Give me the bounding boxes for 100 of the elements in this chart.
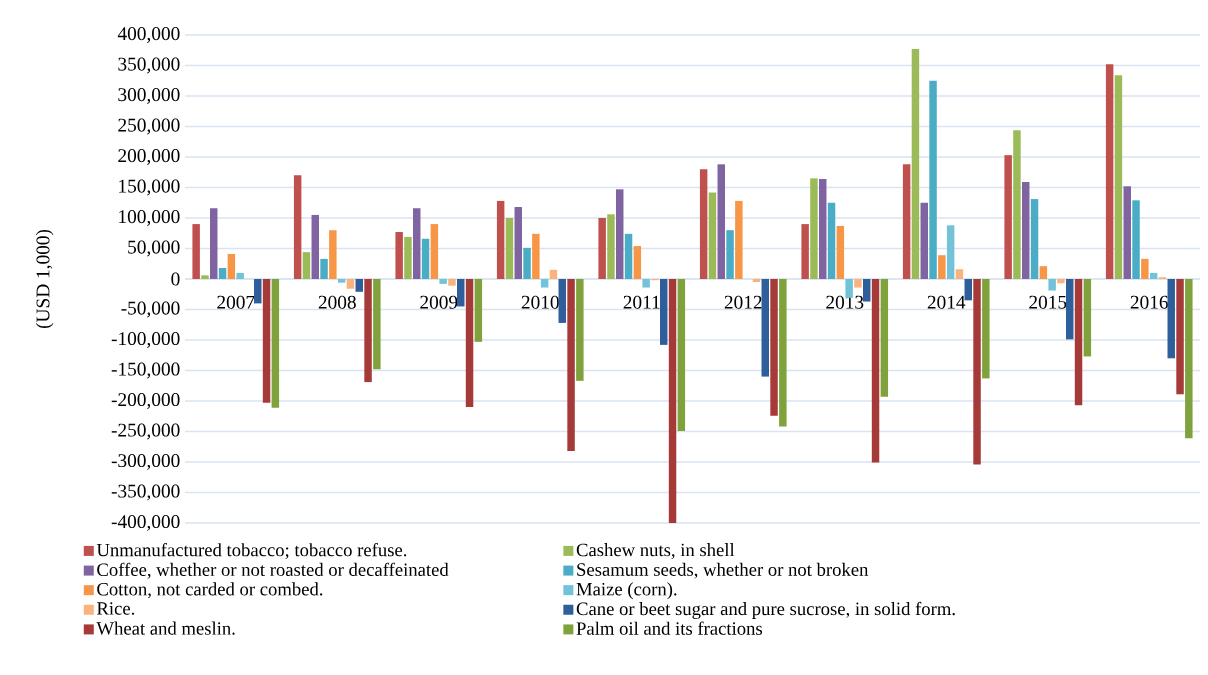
x-tick-label: 2013 <box>826 295 864 309</box>
bar <box>1066 279 1074 340</box>
y-tick-label: -300,000 <box>111 454 180 470</box>
x-tick-label: 2016 <box>1130 295 1168 309</box>
bar <box>474 279 483 342</box>
bar <box>1083 279 1092 357</box>
bar <box>624 233 633 279</box>
bar <box>1167 279 1175 359</box>
bar <box>836 225 845 279</box>
bar <box>210 208 218 279</box>
x-tick-label: 2014 <box>927 295 966 309</box>
bar <box>708 192 717 279</box>
bar <box>329 230 337 279</box>
bar <box>262 279 271 403</box>
bar <box>364 279 372 383</box>
y-tick-label: 350,000 <box>118 57 180 74</box>
bar <box>752 279 761 283</box>
bar <box>1048 279 1056 291</box>
bar <box>1105 64 1114 279</box>
bar <box>607 214 615 279</box>
bar <box>1074 279 1083 406</box>
bar <box>558 279 566 323</box>
bar <box>430 224 439 279</box>
bar <box>761 279 769 377</box>
bar <box>1013 130 1021 279</box>
bar <box>448 279 456 286</box>
bar <box>439 279 447 284</box>
bar <box>973 279 981 465</box>
bar <box>540 279 549 288</box>
bar <box>717 164 725 279</box>
y-tick-label: -250,000 <box>111 423 180 440</box>
bar <box>320 258 328 279</box>
bar <box>373 279 381 370</box>
bar <box>457 279 465 307</box>
bar <box>567 279 575 452</box>
y-tick-label: 0 <box>171 272 180 286</box>
y-tick-label: -100,000 <box>111 332 180 348</box>
x-tick-label: 2007 <box>217 295 255 309</box>
y-tick-label: -150,000 <box>111 362 180 379</box>
bar <box>413 208 421 279</box>
bar <box>1123 186 1131 279</box>
bar <box>827 202 836 279</box>
bar <box>920 202 928 279</box>
bar <box>505 218 514 279</box>
bar <box>1057 279 1065 284</box>
bar <box>271 279 280 408</box>
y-tick-label: 250,000 <box>118 118 180 135</box>
bar <box>699 169 708 279</box>
bar <box>779 279 787 427</box>
legend-label: Wheat and meslin. <box>96 621 235 635</box>
y-tick-label: -200,000 <box>111 393 180 409</box>
bar <box>465 279 474 408</box>
bar <box>1030 199 1039 279</box>
bar <box>929 80 937 279</box>
bar <box>1039 266 1048 279</box>
bar <box>421 238 430 279</box>
bar <box>819 178 827 279</box>
legend-label: Sesamum seeds, whether or not broken <box>577 562 869 579</box>
bar <box>1185 279 1193 439</box>
bar <box>735 200 743 279</box>
legend-label: Coffee, whether or not roasted or decaffeinated <box>97 562 449 579</box>
bar <box>726 230 734 279</box>
bar <box>1004 155 1012 279</box>
legend-label: Cane or beet sugar and pure sucrose, in solid form. <box>576 601 955 620</box>
y-tick-label: 400,000 <box>117 27 180 43</box>
bar <box>549 269 558 279</box>
bar <box>810 178 818 279</box>
y-tick-label: 200,000 <box>118 149 180 165</box>
bar <box>1176 279 1184 395</box>
bar <box>1149 272 1158 279</box>
bar <box>311 214 319 279</box>
bar <box>801 224 809 279</box>
x-tick-label: 2012 <box>724 295 762 309</box>
bar <box>982 279 990 379</box>
legend-label: Cotton, not carded or combed. <box>97 582 323 599</box>
bar <box>201 275 209 279</box>
bar <box>523 247 531 279</box>
legend-label: Rice. <box>96 602 135 615</box>
bar <box>227 253 236 279</box>
x-tick-label: 2009 <box>420 295 458 309</box>
x-tick-label: 2015 <box>1029 295 1067 309</box>
bar <box>1022 182 1030 279</box>
bar <box>642 279 650 288</box>
bar <box>633 246 642 279</box>
bar <box>293 175 302 279</box>
legend-label: Maize (corn). <box>576 582 677 600</box>
bar <box>871 279 880 463</box>
bar <box>346 279 355 289</box>
bar <box>854 279 862 288</box>
bar <box>532 233 540 279</box>
bar <box>1114 75 1123 279</box>
bar <box>218 268 227 279</box>
legend-label: Unmanufactured tobacco; tobacco refuse. <box>96 542 407 560</box>
bar <box>964 279 972 301</box>
bar <box>337 279 346 283</box>
x-tick-label: 2010 <box>521 295 559 309</box>
bar <box>660 279 668 345</box>
y-tick-label: -350,000 <box>111 484 180 501</box>
y-tick-label: -400,000 <box>111 515 180 531</box>
bar <box>576 279 584 381</box>
